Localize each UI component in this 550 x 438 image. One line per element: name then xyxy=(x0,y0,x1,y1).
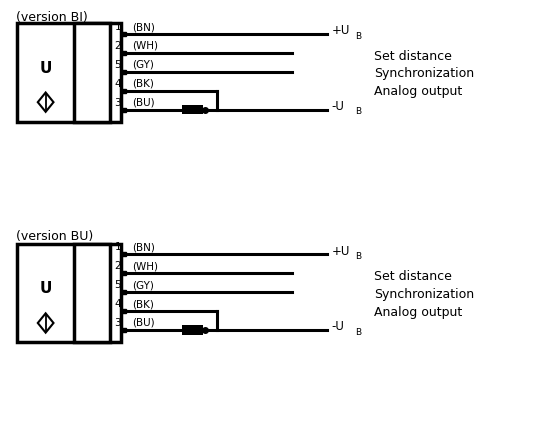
Text: (BK): (BK) xyxy=(132,78,154,88)
Text: (version BI): (version BI) xyxy=(16,11,88,24)
Text: 5: 5 xyxy=(114,60,121,70)
Text: U: U xyxy=(40,60,52,75)
Text: Analog output: Analog output xyxy=(374,305,462,318)
Text: +U: +U xyxy=(332,244,350,257)
Text: (GY): (GY) xyxy=(132,279,154,290)
Text: (WH): (WH) xyxy=(132,41,158,51)
Text: (BN): (BN) xyxy=(132,242,155,252)
Bar xyxy=(16,24,121,123)
Bar xyxy=(74,244,110,343)
Text: 1: 1 xyxy=(114,22,121,32)
Text: 4: 4 xyxy=(114,298,121,308)
Text: (BU): (BU) xyxy=(132,97,155,107)
Polygon shape xyxy=(38,314,53,333)
Text: +U: +U xyxy=(332,24,350,37)
Text: 5: 5 xyxy=(114,279,121,290)
Bar xyxy=(182,325,203,335)
Text: 2: 2 xyxy=(114,41,121,51)
Text: Synchronization: Synchronization xyxy=(374,287,474,300)
Text: B: B xyxy=(355,327,361,336)
Text: 4: 4 xyxy=(114,78,121,88)
Text: 3: 3 xyxy=(114,317,121,327)
Text: (version BU): (version BU) xyxy=(16,230,94,243)
Text: (BU): (BU) xyxy=(132,317,155,327)
Text: (GY): (GY) xyxy=(132,60,154,70)
Text: Analog output: Analog output xyxy=(374,85,462,98)
Bar xyxy=(16,244,121,343)
Text: Set distance: Set distance xyxy=(374,49,452,63)
Text: B: B xyxy=(355,107,361,116)
Text: (BK): (BK) xyxy=(132,298,154,308)
Text: Synchronization: Synchronization xyxy=(374,67,474,80)
Bar xyxy=(182,106,203,115)
Text: B: B xyxy=(355,32,361,41)
Text: (BN): (BN) xyxy=(132,22,155,32)
Text: (WH): (WH) xyxy=(132,261,158,271)
Text: B: B xyxy=(355,251,361,261)
Text: -U: -U xyxy=(332,319,344,332)
Text: Set distance: Set distance xyxy=(374,269,452,283)
Text: -U: -U xyxy=(332,99,344,113)
Text: 2: 2 xyxy=(114,261,121,271)
Text: 1: 1 xyxy=(114,242,121,252)
Text: U: U xyxy=(40,281,52,296)
Polygon shape xyxy=(38,93,53,113)
Bar xyxy=(74,24,110,123)
Text: 3: 3 xyxy=(114,97,121,107)
